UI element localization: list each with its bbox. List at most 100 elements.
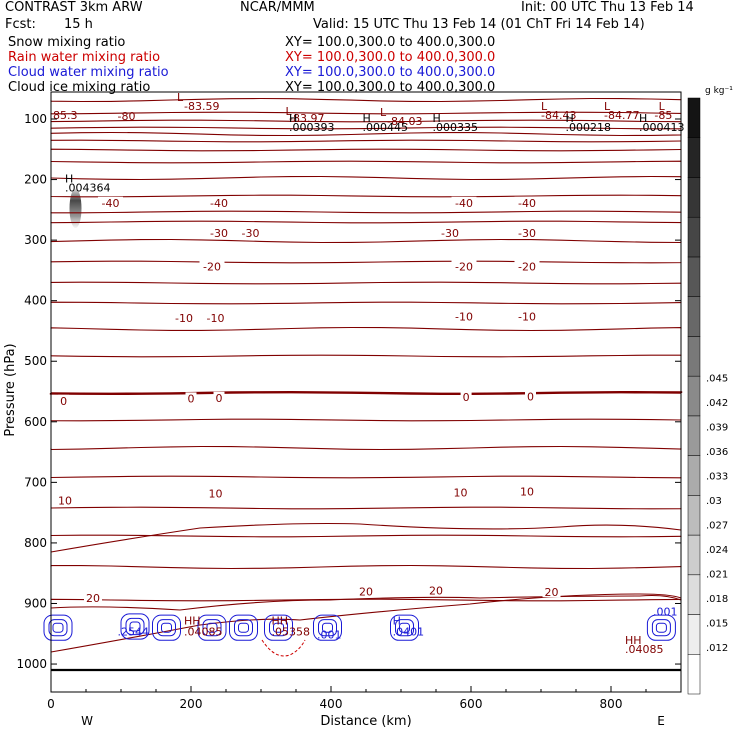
contour-label-bg xyxy=(451,486,470,498)
temperature-contour xyxy=(50,210,682,214)
cloud-water-cell xyxy=(238,622,249,633)
x-tick-label: 800 xyxy=(600,697,623,711)
value-label: .0401 xyxy=(393,626,425,639)
init-time: Init: 00 UTC Thu 13 Feb 14 xyxy=(521,0,694,15)
model-name: CONTRAST 3km ARW xyxy=(5,0,143,15)
y-tick-label: 1000 xyxy=(16,657,47,671)
y-tick-label: 800 xyxy=(24,536,47,550)
cloud-water-cell xyxy=(269,619,288,637)
colorbar-segment xyxy=(687,296,701,337)
cloud-water-cell xyxy=(229,614,258,641)
contour-label-bg xyxy=(84,592,102,604)
contour-label-bg xyxy=(514,227,540,239)
tropopause-label: -84.43 xyxy=(541,109,576,122)
tropopause-label: -80 xyxy=(118,110,136,123)
temperature-label: 20 xyxy=(429,584,443,597)
legend-snow-xy: XY= 100.0,300.0 to 400.0,300.0 xyxy=(285,35,496,50)
temperature-label: -10 xyxy=(518,311,536,324)
temperature-label: 10 xyxy=(209,487,223,500)
colorbar: g kg⁻¹ .012 .015 .018 .021 .024 .027 .03 .033 .03… xyxy=(687,86,733,695)
y-tick-label: 500 xyxy=(24,354,47,368)
cloud-water-cell xyxy=(322,622,333,633)
value-label: .05358 xyxy=(272,626,311,639)
temperature-label: -40 xyxy=(455,197,473,210)
tropopause-label: -84.03 xyxy=(387,115,422,128)
temperature-contour xyxy=(50,139,682,143)
colorbar-tick-label: .027 xyxy=(706,521,728,532)
temperature-contour xyxy=(50,564,682,570)
legend-rain-xy: XY= 100.0,300.0 to 400.0,300.0 xyxy=(285,50,496,65)
colorbar-tick-label: .021 xyxy=(706,570,728,581)
temperature-contour xyxy=(50,354,682,358)
colorbar-segment xyxy=(687,336,701,377)
y-tick-label: 400 xyxy=(24,294,47,308)
colorbar-tick-label: .012 xyxy=(706,643,728,654)
temperature-contour xyxy=(50,97,682,103)
temperature-label: 20 xyxy=(86,592,100,605)
contour-label-bg xyxy=(451,260,477,272)
extremum-marker: HH xyxy=(272,615,289,628)
temperature-contour xyxy=(50,475,682,479)
colorbar-unit: g kg⁻¹ xyxy=(705,86,733,96)
tropopause-label: -85 xyxy=(654,109,672,122)
cloud-water-cell xyxy=(273,622,284,633)
temperature-contour xyxy=(50,238,682,244)
cloud-water-cell xyxy=(206,622,218,633)
extremum-marker: L xyxy=(177,91,184,104)
temperature-contour xyxy=(50,220,682,224)
temperature-label: -10 xyxy=(455,311,473,324)
temperature-contours xyxy=(49,97,683,672)
temperature-label: 0 xyxy=(188,392,195,405)
temperature-label: -10 xyxy=(175,312,193,325)
temperature-label: -30 xyxy=(210,227,228,240)
value-label: .001 xyxy=(653,606,678,619)
temperature-contour xyxy=(50,301,682,305)
extremum-marker: HH xyxy=(625,634,642,647)
y-axis-label: Pressure (hPa) xyxy=(3,343,18,436)
temperature-contour xyxy=(50,148,682,152)
contour-label-bg xyxy=(514,196,540,208)
temperature-label: 0 xyxy=(463,391,470,404)
temperature-contour xyxy=(50,194,682,198)
value-label: .000335 xyxy=(433,121,479,134)
contour-labels: -40 -40 -40 -40 -30 -30 -30 -30 -20 -20 -20 -10 -10 -… xyxy=(53,91,685,656)
y-tick-label: 300 xyxy=(24,233,47,247)
temperature-label: 0 xyxy=(60,395,67,408)
cloud-water-cell xyxy=(313,614,342,641)
contour-label-bg xyxy=(213,391,225,403)
cloud-water-cell xyxy=(48,619,68,637)
temperature-label: -40 xyxy=(210,197,228,210)
snow-shading xyxy=(69,188,82,229)
temperature-contour xyxy=(50,131,682,137)
extremum-marker: H xyxy=(289,112,297,125)
temperature-label: 10 xyxy=(520,486,534,499)
temperature-contour xyxy=(50,281,682,285)
cloud-water-cell xyxy=(152,614,181,641)
value-label: .2544 xyxy=(118,626,150,639)
colorbar-segment xyxy=(687,495,701,536)
value-label: .04085 xyxy=(625,643,664,656)
cloud-water-cell xyxy=(655,622,667,633)
colorbar-tick-label: .024 xyxy=(706,545,728,556)
cloud-water-cell xyxy=(129,621,141,632)
organization: NCAR/MMM xyxy=(240,0,315,15)
value-label: .000445 xyxy=(363,121,409,134)
colorbar-segment xyxy=(687,614,701,655)
contour-label-bg xyxy=(451,196,477,208)
legend-cloud-ice-xy: XY= 100.0,300.0 to 400.0,300.0 xyxy=(285,80,496,95)
temperature-contour xyxy=(49,390,683,396)
colorbar-segment xyxy=(687,534,701,576)
temperature-contour xyxy=(50,445,682,451)
cloud-water-cell xyxy=(264,614,293,641)
temperature-contour xyxy=(50,598,682,602)
legend-cloud-water: Cloud water mixing ratio xyxy=(8,65,169,80)
extremum-marker: L xyxy=(286,105,293,118)
colorbar-segment xyxy=(687,97,701,138)
temperature-contour xyxy=(50,119,682,123)
cloud-water-cell xyxy=(399,622,410,633)
y-tick-label: 100 xyxy=(24,112,47,126)
temperature-contour xyxy=(50,506,682,510)
colorbar-segment xyxy=(687,415,701,456)
contour-label-bg xyxy=(56,494,74,506)
